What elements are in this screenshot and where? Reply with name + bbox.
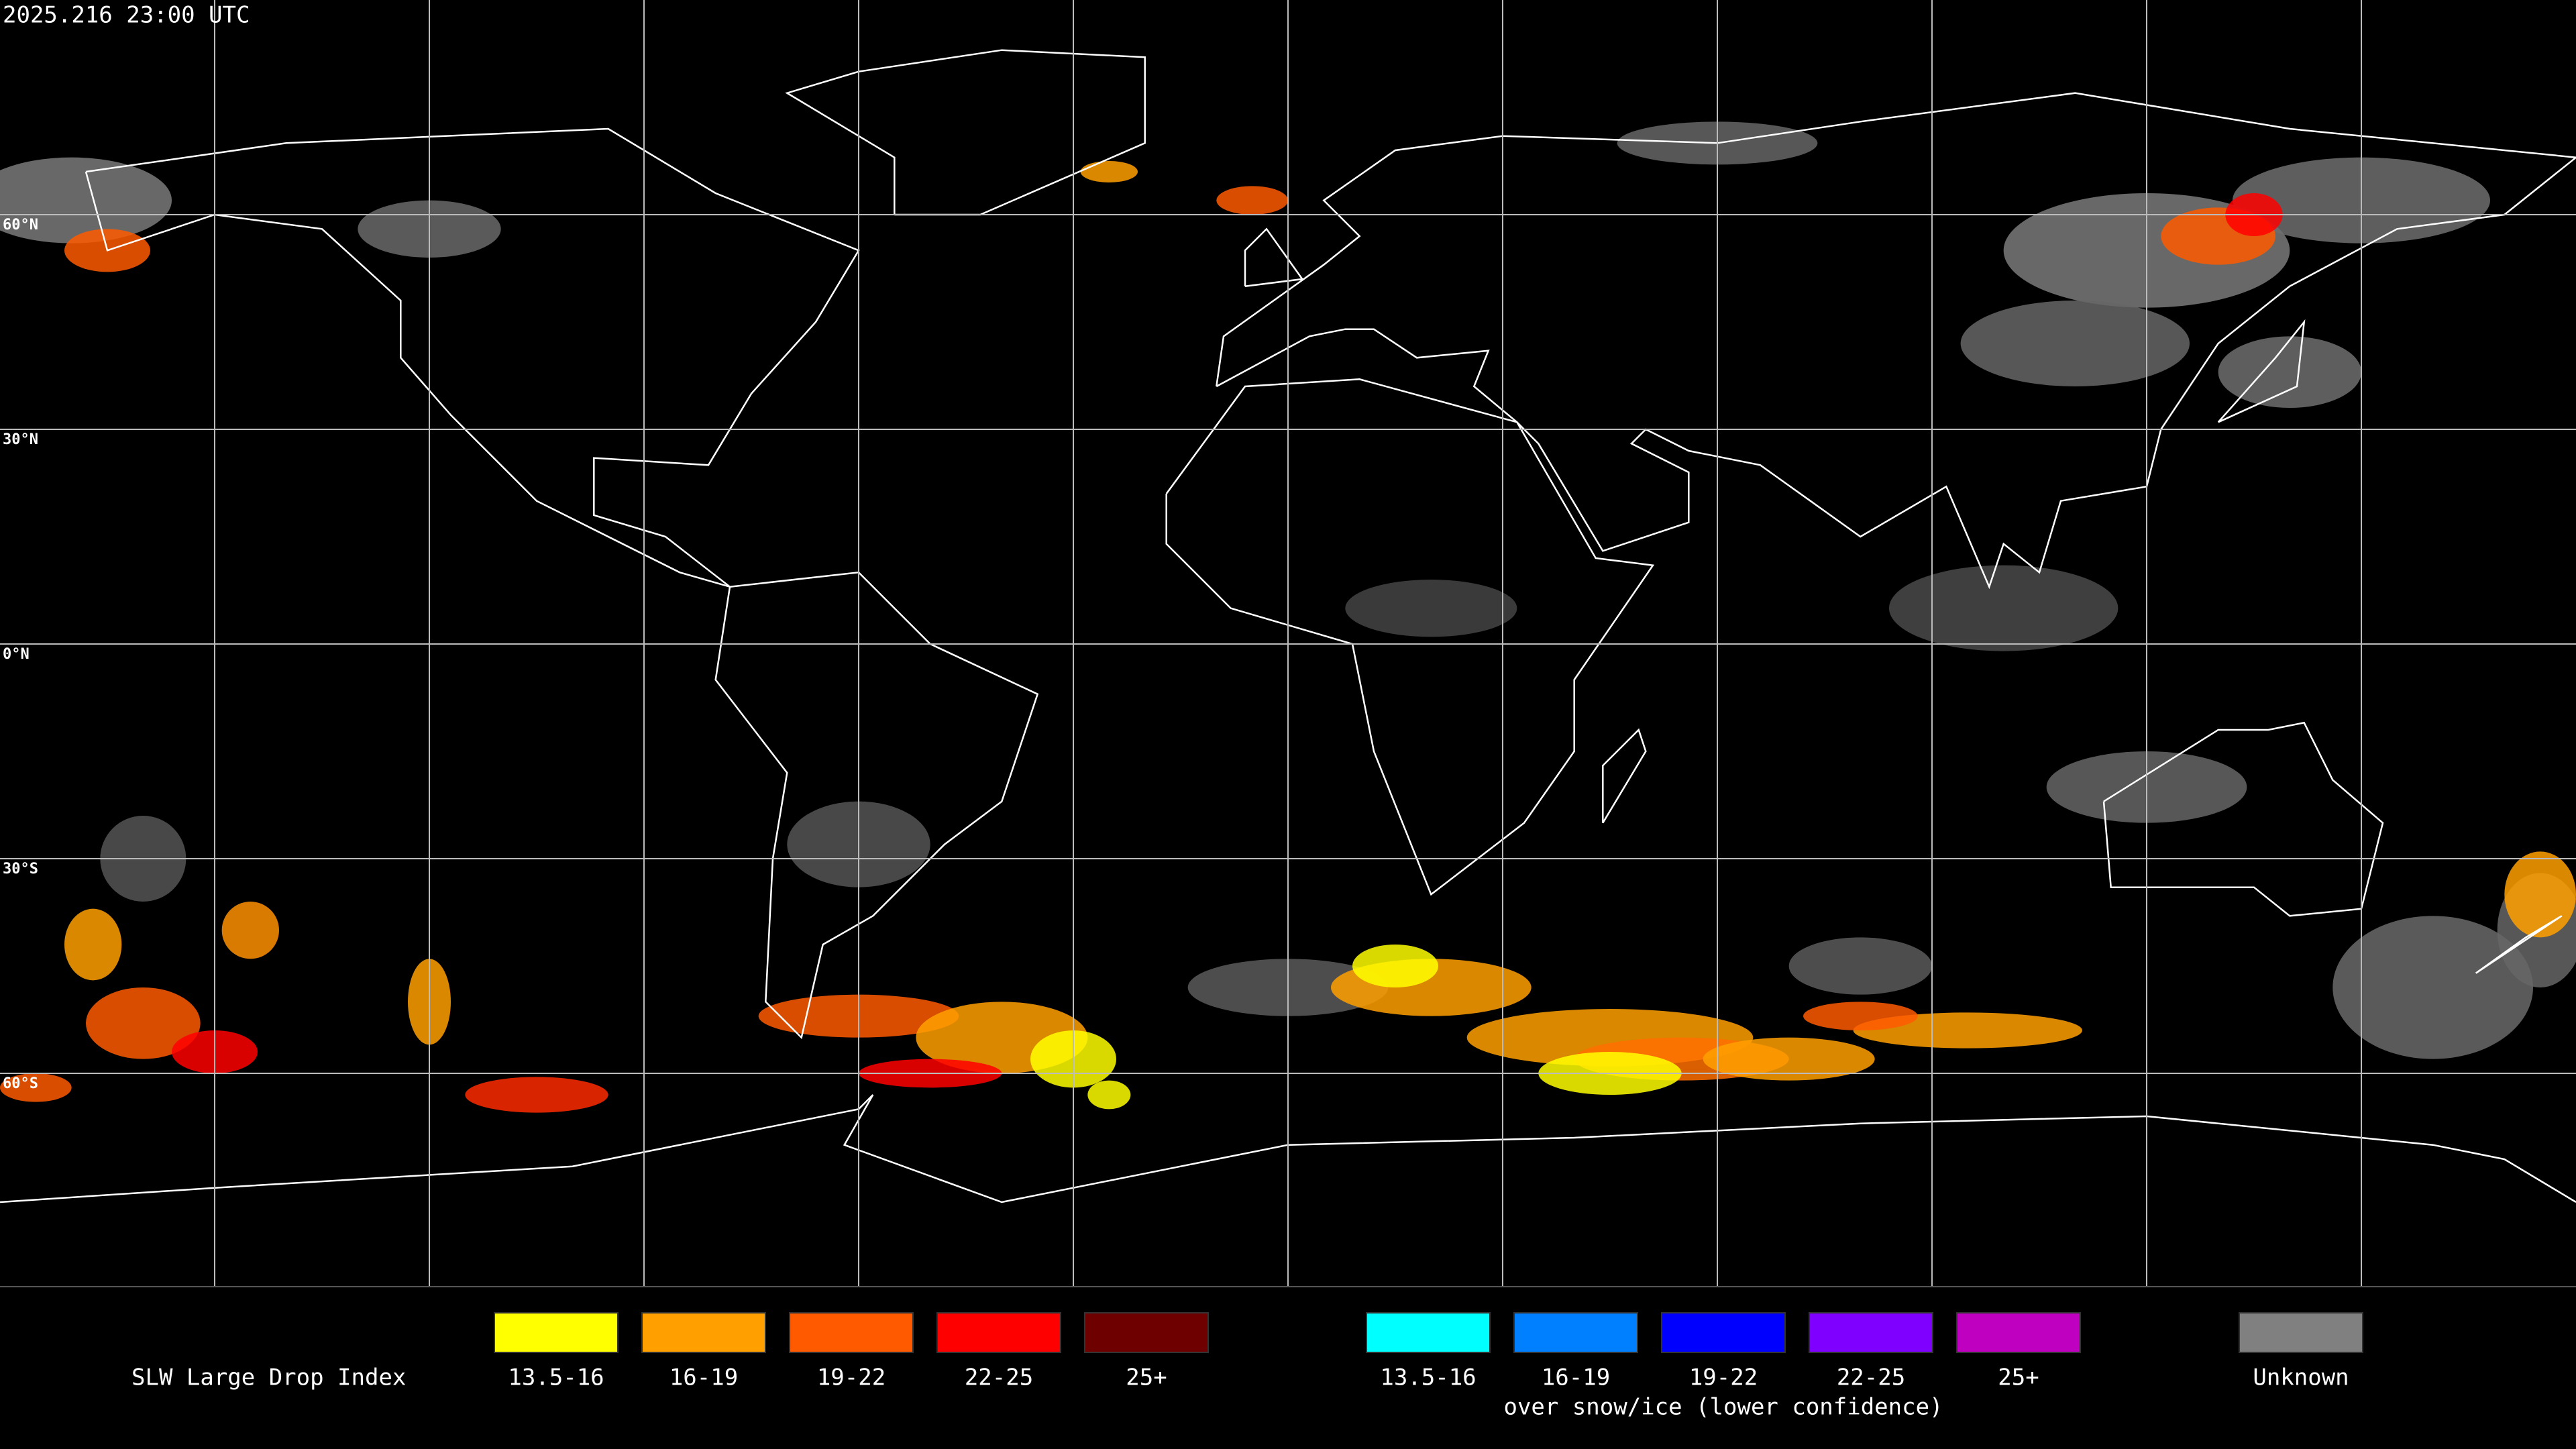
cloud [1087, 1080, 1131, 1110]
legend-swatch [1809, 1312, 1933, 1353]
graticule [0, 0, 2576, 1287]
legend-label: 25+ [1126, 1364, 1167, 1391]
latitude-label: 30°S [3, 861, 38, 877]
latitude-label: 30°N [3, 431, 38, 448]
cloud [1960, 301, 2190, 386]
cloud [1788, 937, 1932, 995]
legend-swatch [789, 1312, 914, 1353]
cloud [2332, 916, 2534, 1059]
cloud [64, 908, 122, 981]
legend-swatch [641, 1312, 766, 1353]
legend-label: 16-19 [669, 1364, 738, 1391]
coastline [2102, 721, 2384, 917]
legend-swatch [1084, 1312, 1209, 1353]
coastline [2475, 915, 2563, 974]
coastline [0, 1094, 2576, 1203]
cloud [2218, 336, 2361, 408]
legend-label: 22-25 [965, 1364, 1033, 1391]
cloud [1703, 1037, 1875, 1081]
coastlines [0, 49, 2576, 1203]
coastline [85, 127, 860, 588]
legend-label: Unknown [2253, 1364, 2349, 1391]
cloud [1345, 580, 1517, 637]
legend-swatch [494, 1312, 619, 1353]
cloud [2504, 851, 2576, 938]
coastline [1602, 728, 1647, 824]
latitude-label: 0°N [3, 646, 30, 663]
coastline [1244, 227, 1304, 287]
legend-label: 13.5-16 [1380, 1364, 1476, 1391]
cloud [1803, 1002, 1918, 1030]
timestamp: 2025.216 23:00 UTC [3, 2, 250, 29]
legend-title: SLW Large Drop Index [131, 1364, 406, 1391]
cloud [85, 987, 201, 1059]
cloud [1889, 565, 2118, 651]
cloud [1352, 945, 1438, 987]
legend-swatch [936, 1312, 1061, 1353]
legend-label: 19-22 [1689, 1364, 1758, 1391]
coastline [714, 571, 1039, 1040]
cloud [0, 1073, 72, 1102]
latitude-label: 60°S [3, 1075, 38, 1092]
legend-label: 13.5-16 [508, 1364, 604, 1391]
cloud [1080, 161, 1138, 182]
cloud [221, 902, 280, 959]
legend-swatch [1956, 1312, 2081, 1353]
legend-swatch [1661, 1312, 1786, 1353]
legend-swatch [1513, 1312, 1638, 1353]
coastline [1165, 378, 1655, 896]
coastline [2217, 319, 2306, 423]
legend-label: 25+ [1998, 1364, 2039, 1391]
cloud [1216, 186, 1288, 215]
legend-caption: over snow/ice (lower confidence) [1503, 1394, 1943, 1421]
coastline [1216, 92, 2576, 590]
legend-label: 16-19 [1542, 1364, 1610, 1391]
legend-swatch [1366, 1312, 1491, 1353]
legend-label: 22-25 [1837, 1364, 1905, 1391]
legend: SLW Large Drop Index 13.5-16 16-19 19-22 22-… [131, 1312, 2363, 1421]
legend-swatch [2239, 1312, 2363, 1353]
cloud [465, 1077, 608, 1113]
legend-label: 19-22 [817, 1364, 885, 1391]
latitude-label: 60°N [3, 217, 38, 233]
cloud [0, 157, 172, 244]
